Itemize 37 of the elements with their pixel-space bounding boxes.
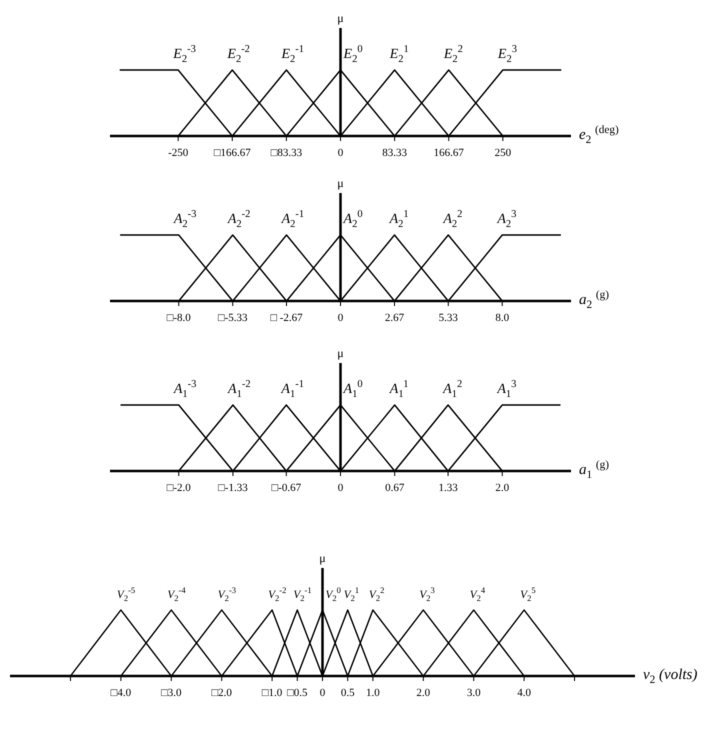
x-tick-label: 0 xyxy=(338,147,344,159)
x-tick-label: 1.0 xyxy=(366,687,380,699)
x-tick-label: □-1.33 xyxy=(218,482,248,494)
x-tick-label: □83.33 xyxy=(270,147,303,159)
x-tick-label: □-0.67 xyxy=(272,482,302,494)
x-tick-label: 83.33 xyxy=(382,147,408,159)
x-tick-label: □3.0 xyxy=(161,687,182,699)
x-tick-label: □-2.0 xyxy=(166,482,192,494)
x-tick-label: 2.67 xyxy=(384,312,405,324)
x-tick-label: 3.0 xyxy=(466,687,482,699)
x-tick-label: □4.0 xyxy=(110,687,132,699)
x-tick-label: 1.33 xyxy=(438,482,458,494)
x-tick-label: 0.5 xyxy=(340,687,356,699)
x-tick-label: □0.5 xyxy=(287,687,308,699)
x-tick-label: 250 xyxy=(494,147,512,159)
x-tick-label: 0 xyxy=(320,687,326,699)
x-tick-label: □1.0 xyxy=(262,687,283,699)
y-axis-title: μ xyxy=(337,176,344,190)
x-tick-label: 0 xyxy=(338,312,344,324)
x-tick-label: □-8.0 xyxy=(166,312,192,324)
x-tick-label: □166.67 xyxy=(214,147,252,159)
y-axis-title: μ xyxy=(319,551,326,565)
x-tick-label: □-5.33 xyxy=(218,312,248,324)
x-tick-label: 0 xyxy=(338,482,344,494)
x-tick-label: 8.0 xyxy=(495,312,510,324)
y-axis-title: μ xyxy=(337,11,344,25)
x-tick-label: □ -2.67 xyxy=(270,312,304,324)
x-tick-label: □2.0 xyxy=(211,687,232,699)
y-axis-title: μ xyxy=(337,346,344,360)
x-tick-label: 2.0 xyxy=(495,482,510,494)
x-axis-title: v$_{2}$ (volts) xyxy=(643,667,698,686)
x-tick-label: 5.33 xyxy=(438,312,458,324)
x-tick-label: -250 xyxy=(168,147,189,159)
x-tick-label: 4.0 xyxy=(517,687,532,699)
x-tick-label: 2.0 xyxy=(416,687,431,699)
x-tick-label: 0.67 xyxy=(385,482,405,494)
x-tick-label: 166.67 xyxy=(434,147,464,159)
